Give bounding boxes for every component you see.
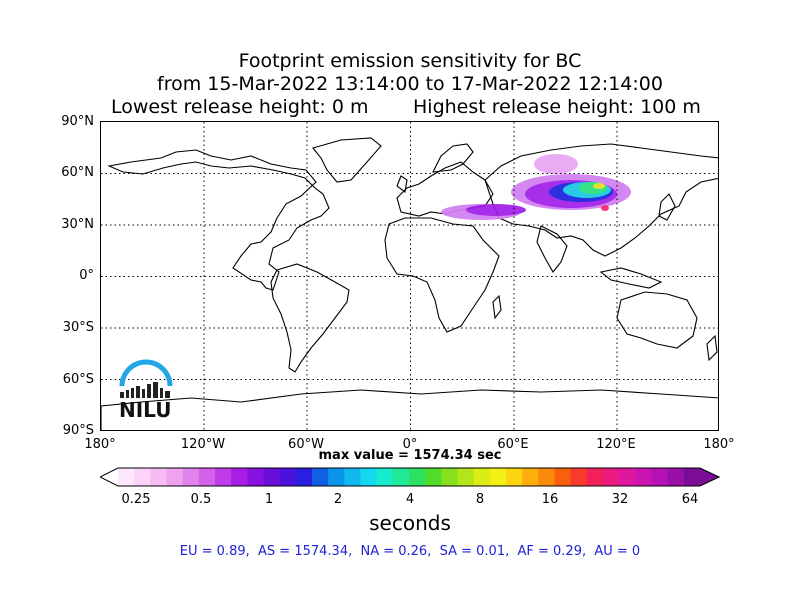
colorbar-cell (554, 468, 572, 486)
chart-title-line1: Footprint emission sensitivity for BC (238, 50, 582, 72)
colorbar-cell (247, 468, 264, 486)
logo-arc (119, 359, 173, 387)
lat-label-30s: 30°S (62, 320, 94, 335)
colorbar-units: seconds (369, 511, 451, 535)
north-america-outline (107, 149, 330, 291)
colorbar (100, 467, 720, 487)
colorbar-cell (603, 468, 620, 486)
colorbar-tick-4: 4 (405, 492, 415, 507)
colorbar-tick-0.5: 0.5 (190, 492, 212, 507)
world-map (100, 121, 719, 431)
colorbar-cell (441, 468, 458, 486)
lat-label-90n: 90°N (61, 114, 94, 129)
colorbar-cell (198, 468, 216, 486)
colorbar-cell (457, 468, 475, 486)
plume-layer-6 (593, 183, 605, 189)
lat-label-60s: 60°S (62, 372, 94, 387)
south-america-outline (270, 263, 350, 373)
new-zealand-outline (706, 334, 718, 362)
colorbar-cell (538, 468, 555, 486)
colorbar-cell (295, 468, 313, 486)
japan-outline (658, 193, 676, 221)
africa-outline (384, 217, 500, 333)
colorbar-cell (118, 468, 135, 486)
plume-layer-1c (534, 154, 578, 174)
map-canvas (101, 122, 718, 430)
colorbar-cell (279, 468, 297, 486)
colorbar-cell (651, 468, 669, 486)
uk-outline (396, 175, 408, 193)
colorbar-cell (328, 468, 345, 486)
nilu-logo-text: NILU (119, 398, 172, 422)
india-outline (536, 225, 568, 273)
colorbar-cells (100, 468, 719, 486)
colorbar-cell (263, 468, 281, 486)
lat-label-60n: 60°N (61, 165, 94, 180)
lon-label-0: 0° (402, 437, 418, 452)
plume-layer-7 (601, 205, 609, 211)
colorbar-tick-2: 2 (333, 492, 343, 507)
colorbar-cell (635, 468, 652, 486)
lon-label-120w: 120°W (180, 437, 226, 452)
highest-release-height: Highest release height: 100 m (413, 96, 701, 118)
chart-title-line2: from 15-Mar-2022 13:14:00 to 17-Mar-2022… (157, 73, 663, 95)
max-value-label: max value = 1574.34 sec (318, 448, 502, 463)
colorbar-cell (570, 468, 588, 486)
lon-label-180e: 180° (703, 437, 735, 452)
colorbar-cell (473, 468, 491, 486)
colorbar-cell (409, 468, 426, 486)
colorbar-tick-0.25: 0.25 (121, 492, 151, 507)
plume-layer-2b (466, 204, 526, 216)
asia-outline (484, 143, 718, 257)
colorbar-cell (376, 468, 394, 486)
madagascar-outline (492, 294, 502, 320)
australia-outline (616, 291, 698, 349)
colorbar-cell (619, 468, 636, 486)
colorbar-cell (134, 468, 151, 486)
scandinavia-outline (432, 143, 474, 173)
logo-skyline (120, 382, 170, 398)
colorbar-cell (586, 468, 604, 486)
colorbar-cell (392, 468, 410, 486)
colorbar-tick-32: 32 (611, 492, 629, 507)
lat-label-0: 0° (79, 268, 94, 283)
lowest-release-height: Lowest release height: 0 m (111, 96, 369, 118)
lon-label-60e: 60°E (497, 437, 529, 452)
colorbar-cell (683, 468, 701, 486)
colorbar-cell (360, 468, 378, 486)
colorbar-cell (150, 468, 167, 486)
lat-label-30n: 30°N (61, 217, 94, 232)
lon-label-180w: 180° (84, 437, 116, 452)
colorbar-cell (182, 468, 200, 486)
emission-plume (441, 154, 631, 220)
colorbar-cell (425, 468, 442, 486)
colorbar-cell (489, 468, 507, 486)
colorbar-extend-high (700, 468, 719, 486)
colorbar-cell (312, 468, 329, 486)
colorbar-outline (100, 467, 720, 487)
colorbar-tick-1: 1 (264, 492, 274, 507)
lat-label-90s: 90°S (62, 423, 94, 438)
colorbar-extend-low (100, 468, 118, 486)
colorbar-cell (215, 468, 232, 486)
region-totals: EU = 0.89, AS = 1574.34, NA = 0.26, SA =… (179, 544, 641, 559)
colorbar-cell (231, 468, 248, 486)
colorbar-cell (667, 468, 685, 486)
coastlines (101, 137, 718, 430)
colorbar-cell (522, 468, 539, 486)
colorbar-cell (166, 468, 184, 486)
graticule (101, 122, 718, 430)
colorbar-tick-8: 8 (475, 492, 485, 507)
colorbar-cell (506, 468, 523, 486)
colorbar-cell (344, 468, 361, 486)
indonesia-outline (599, 267, 663, 289)
antarctica-outline (101, 389, 718, 430)
colorbar-tick-64: 64 (681, 492, 699, 507)
nilu-logo (119, 359, 173, 398)
colorbar-tick-16: 16 (541, 492, 559, 507)
greenland-outline (312, 137, 382, 183)
lon-label-120e: 120°E (596, 437, 636, 452)
lon-label-60w: 60°W (288, 437, 324, 452)
